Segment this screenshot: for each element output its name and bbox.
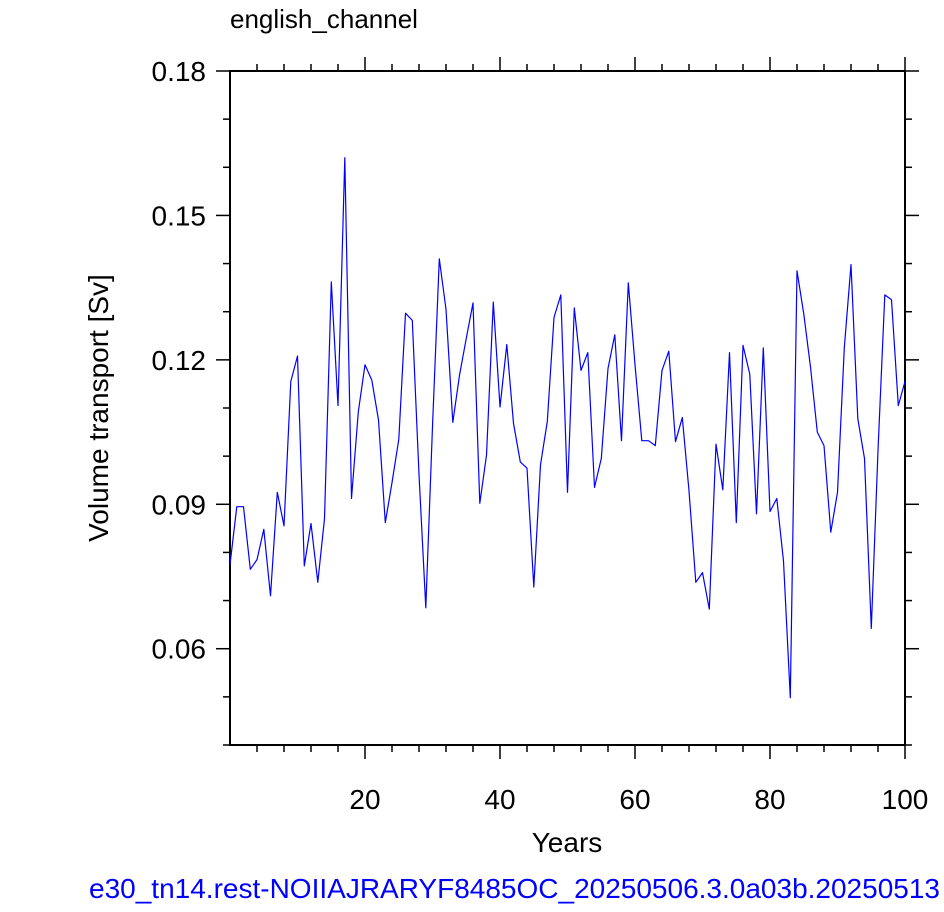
x-tick-label: 40 — [484, 784, 515, 815]
series-line — [229, 157, 906, 699]
x-tick-label: 60 — [619, 784, 650, 815]
y-tick-label: 0.12 — [152, 345, 207, 376]
plot-frame — [229, 70, 906, 746]
x-axis-label: Years — [532, 827, 603, 858]
chart-title: english_channel — [230, 4, 418, 34]
y-axis-label: Volume transport [Sv] — [83, 274, 114, 542]
x-tick-label: 80 — [754, 784, 785, 815]
y-tick-label: 0.06 — [152, 634, 207, 665]
x-tick-label: 20 — [349, 784, 380, 815]
y-tick-label: 0.15 — [152, 200, 207, 231]
y-tick-label: 0.09 — [152, 489, 207, 520]
footer-label: e30_tn14.rest-NOIIAJRARYF8485OC_20250506… — [89, 873, 940, 904]
x-axis: 20 40 60 80 100 — [256, 57, 929, 815]
x-tick-label: 100 — [882, 784, 929, 815]
y-axis: 0.06 0.09 0.12 0.15 0.18 — [152, 56, 919, 746]
y-tick-label: 0.18 — [152, 56, 207, 87]
plot-border — [229, 70, 906, 746]
